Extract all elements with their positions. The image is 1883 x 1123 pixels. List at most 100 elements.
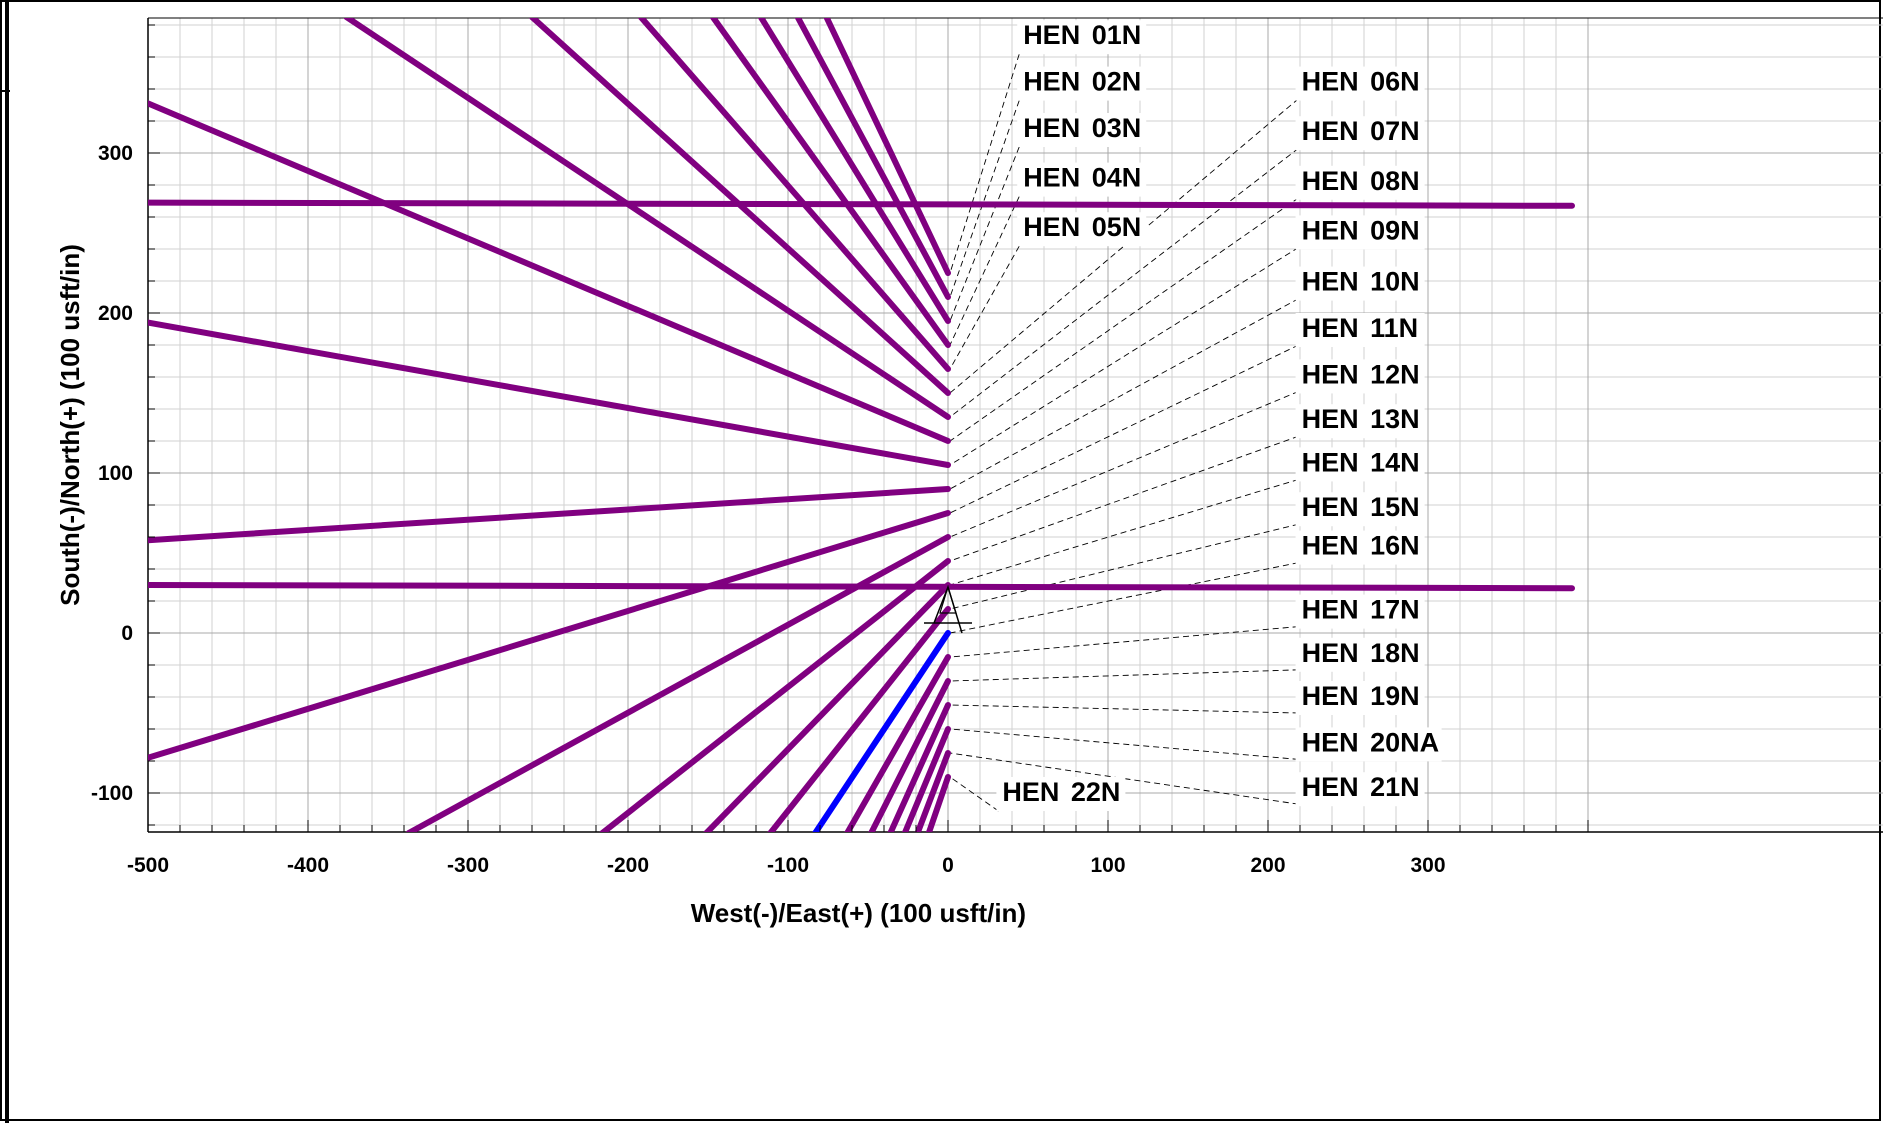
label-leader-line — [949, 435, 1299, 562]
well-hen-15n — [767, 606, 951, 832]
well-hen-08n — [148, 100, 951, 444]
well-label-background — [1295, 681, 1425, 715]
well-label-background — [1295, 266, 1425, 301]
rig-marker-mast — [939, 584, 957, 614]
well-label-background — [1017, 212, 1147, 247]
well-labels: HEN 01N HEN 02N HEN 03N HEN 04N HEN 05N HEN 0… — [996, 20, 1442, 811]
well-hen-10n — [148, 486, 951, 544]
label-leader-lines — [949, 54, 1299, 812]
lease-line — [148, 199, 1575, 209]
x-tick-label: -500 — [127, 854, 169, 877]
origin-rig-marker — [924, 584, 972, 634]
well-hen-20na — [901, 726, 951, 832]
well-label-hen-19n: HEN 19N — [1302, 681, 1420, 711]
well-label-hen-05n: HEN 05N — [1023, 212, 1141, 242]
label-leader-line — [949, 626, 1299, 658]
well-hen-18n — [868, 678, 951, 832]
well-hen-14n — [703, 582, 951, 832]
well-label-hen-20na: HEN 20NA — [1302, 727, 1440, 757]
label-leader-line — [949, 728, 1299, 760]
label-leader-line — [949, 54, 1020, 274]
lease-line — [148, 582, 1575, 592]
label-leader-line — [949, 147, 1299, 418]
x-tick-label: 200 — [1250, 854, 1285, 877]
well-hen-01n — [823, 18, 951, 276]
well-label-hen-07n: HEN 07N — [1302, 116, 1420, 146]
label-leader-line — [949, 100, 1020, 298]
label-leader-line — [949, 562, 1299, 634]
well-label-hen-10n: HEN 10N — [1302, 267, 1420, 297]
label-leader-line — [949, 245, 1020, 370]
label-leader-line — [949, 704, 1299, 714]
well-label-hen-18n: HEN 18N — [1302, 638, 1420, 668]
well-hen-09n — [148, 319, 951, 468]
well-label-background — [1295, 404, 1425, 439]
well-label-background — [1295, 594, 1425, 629]
y-tick-label: 100 — [98, 462, 133, 485]
well-label-hen-11n: HEN 11N — [1302, 313, 1419, 343]
left-frame-rail — [5, 0, 9, 1123]
well-label-hen-22n: HEN 22N — [1002, 777, 1120, 807]
well-label-background — [996, 777, 1126, 811]
label-leader-line — [949, 478, 1299, 586]
well-label-background — [1295, 447, 1425, 482]
well-hen-11n — [148, 510, 951, 761]
well-label-background — [1295, 772, 1425, 807]
y-tick-label: 200 — [98, 302, 133, 325]
well-label-hen-04n: HEN 04N — [1023, 163, 1141, 193]
well-label-background — [1295, 637, 1425, 672]
well-label-hen-08n: HEN 08N — [1302, 166, 1420, 196]
well-hen-21n — [914, 750, 951, 832]
label-leader-line — [949, 146, 1020, 322]
well-hen-03n — [757, 18, 951, 324]
well-label-hen-13n: HEN 13N — [1302, 404, 1420, 434]
well-hen-05n — [637, 18, 951, 372]
well-hen-16n — [812, 630, 951, 832]
x-axis-title: West(-)/East(+) (100 usft/in) — [691, 898, 1026, 928]
well-label-hen-14n: HEN 14N — [1302, 447, 1420, 477]
label-leader-line — [949, 752, 1299, 805]
well-label-hen-06n: HEN 06N — [1302, 67, 1420, 97]
well-label-background — [1295, 727, 1442, 762]
label-leader-line — [949, 669, 1299, 682]
x-tick-label: -300 — [447, 854, 489, 877]
y-tick-label: 300 — [98, 142, 133, 165]
well-label-hen-16n: HEN 16N — [1302, 531, 1420, 561]
well-hen-07n — [343, 18, 951, 420]
well-trajectories — [148, 18, 1575, 832]
major-grid — [147, 18, 1883, 832]
x-tick-label: 100 — [1090, 854, 1125, 877]
well-label-background — [1295, 492, 1425, 527]
x-tick-label: 0 — [942, 854, 954, 877]
frame-tick — [0, 90, 10, 92]
y-tick-label: -100 — [91, 782, 133, 805]
well-label-hen-01n: HEN 01N — [1023, 20, 1141, 50]
well-label-hen-12n: HEN 12N — [1302, 359, 1420, 389]
label-leader-line — [949, 247, 1299, 466]
well-label-hen-21n: HEN 21N — [1302, 772, 1420, 802]
y-axis-title: South(-)/North(+) (100 usft/in) — [55, 244, 85, 606]
x-tick-label: -200 — [607, 854, 649, 877]
well-hen-22n — [925, 774, 951, 832]
well-label-background — [1017, 113, 1147, 147]
well-label-hen-15n: HEN 15N — [1302, 492, 1420, 522]
well-hen-17n — [844, 654, 951, 832]
well-hen-13n — [599, 558, 951, 832]
well-label-hen-09n: HEN 09N — [1302, 215, 1420, 245]
x-tick-label: -400 — [287, 854, 329, 877]
label-leader-line — [949, 197, 1299, 442]
label-leader-line — [949, 98, 1299, 394]
label-leader-line — [949, 390, 1299, 538]
well-label-background — [1295, 165, 1425, 200]
y-tick-label: 0 — [121, 622, 133, 645]
well-label-background — [1295, 359, 1425, 394]
well-label-background — [1295, 215, 1425, 250]
well-label-background — [1017, 66, 1147, 101]
well-label-hen-03n: HEN 03N — [1023, 113, 1141, 143]
minor-grid — [148, 18, 1883, 832]
label-leader-line — [949, 344, 1299, 514]
label-leader-line — [949, 298, 1299, 490]
